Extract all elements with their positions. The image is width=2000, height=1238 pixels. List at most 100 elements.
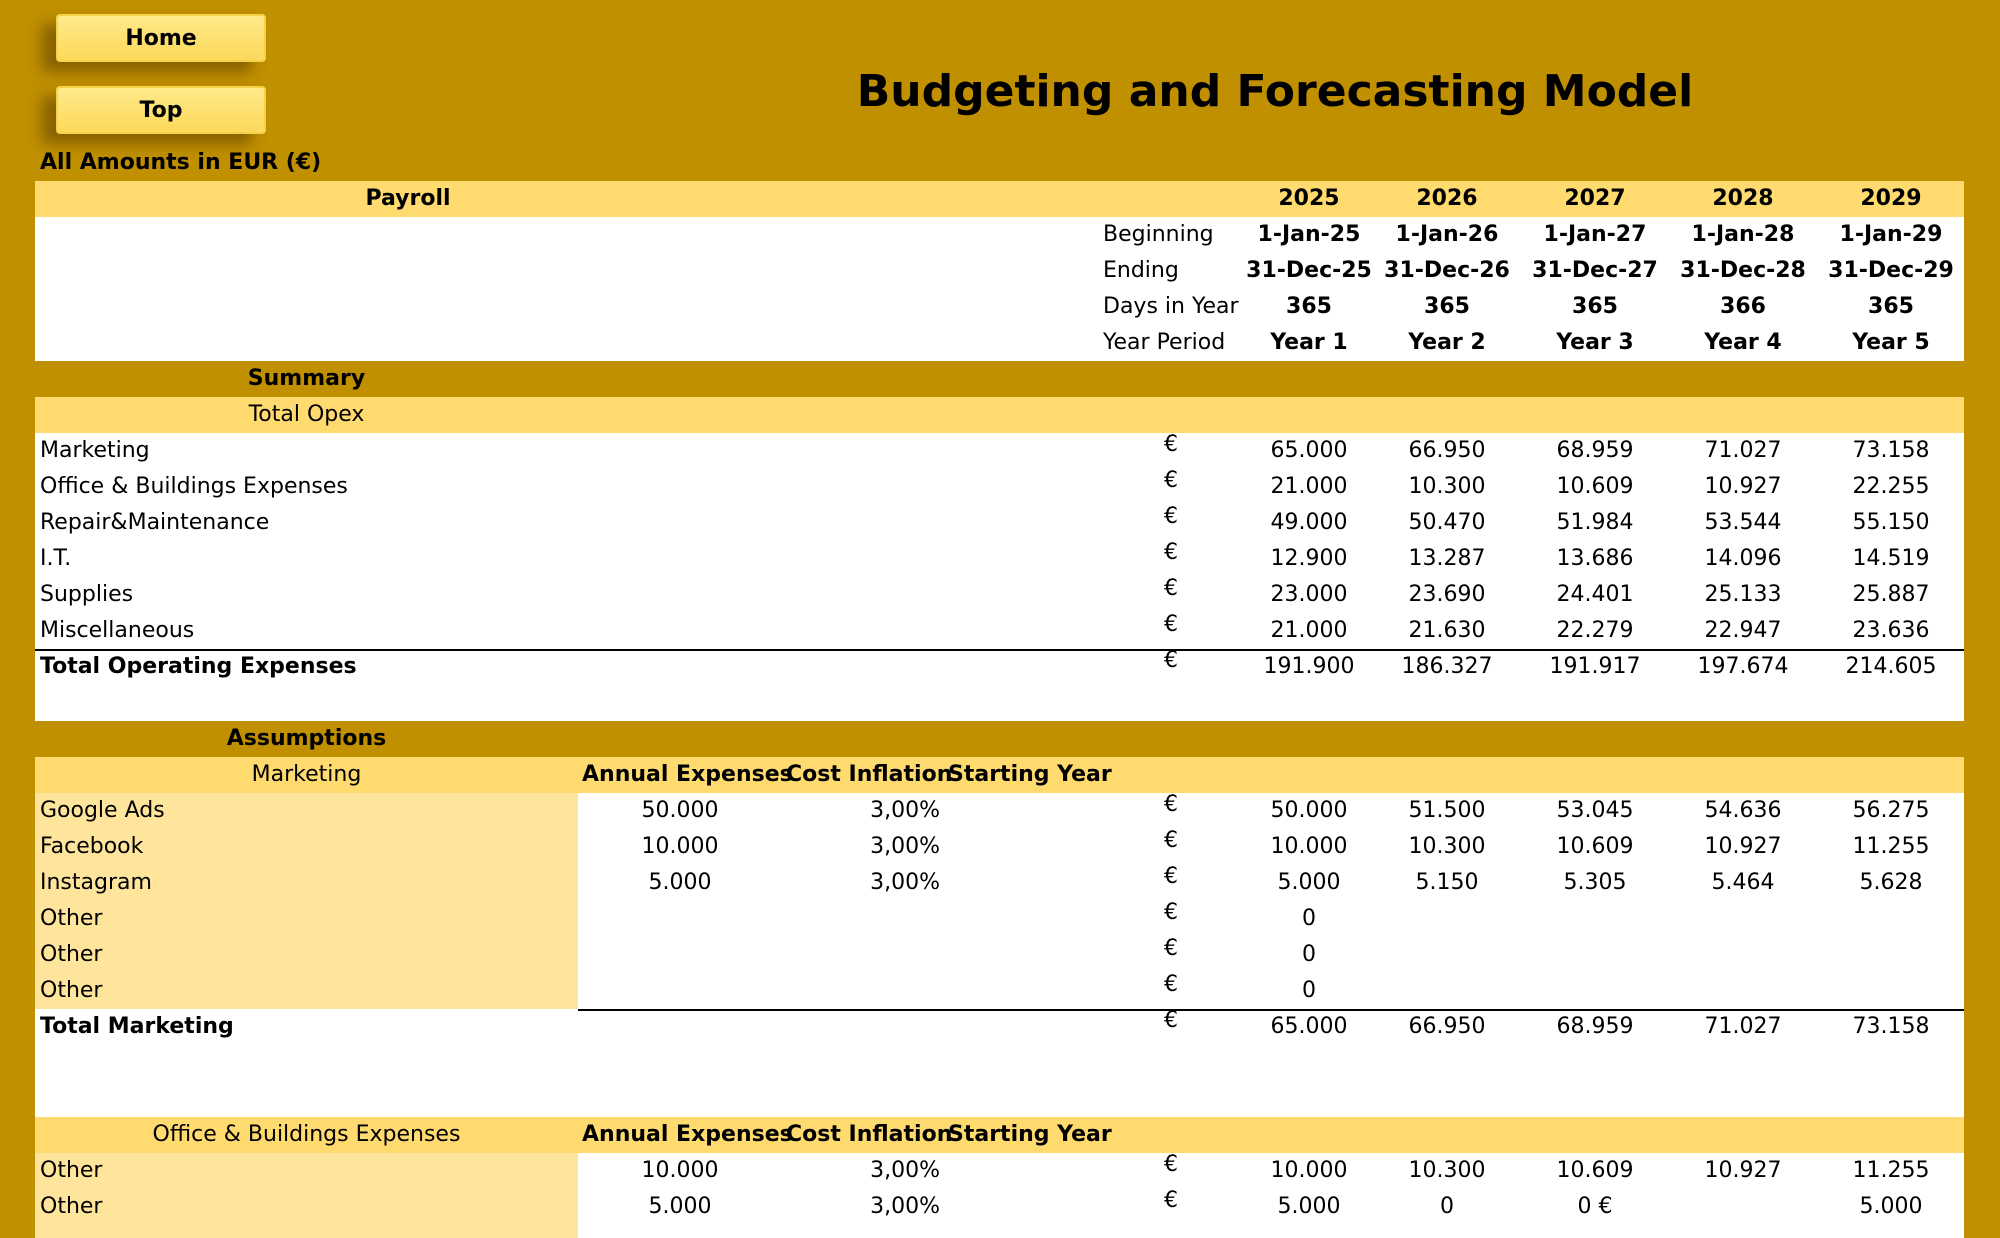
marketing-year-value: 11.255 <box>1852 834 1930 859</box>
year-header: 2025 <box>1278 186 1340 211</box>
period-value: Year 2 <box>1408 330 1486 355</box>
marketing-year-value: 0 <box>1302 942 1316 967</box>
period-value: 31-Dec-25 <box>1246 258 1372 283</box>
starting-year-header: Starting Year <box>948 1122 1112 1147</box>
period-value: 365 <box>1424 294 1470 319</box>
summary-value: 22.279 <box>1556 618 1634 643</box>
inflation-value: 3,00% <box>870 870 940 895</box>
marketing-year-value: 10.609 <box>1556 834 1634 859</box>
cost-inflation-header: Cost Inflation <box>786 762 953 787</box>
marketing-year-value: 51.500 <box>1408 798 1486 823</box>
period-value: Year 3 <box>1556 330 1634 355</box>
marketing-section-title: Marketing <box>251 762 362 787</box>
marketing-year-value: 53.045 <box>1556 798 1634 823</box>
office-year-value: 10.000 <box>1270 1158 1348 1183</box>
marketing-total-value: 73.158 <box>1852 1014 1930 1039</box>
marketing-year-value: 5.150 <box>1415 870 1479 895</box>
currency-symbol: € <box>1164 576 1178 601</box>
period-value: 1-Jan-25 <box>1257 222 1361 247</box>
marketing-year-value: 54.636 <box>1704 798 1782 823</box>
period-value: 31-Dec-29 <box>1828 258 1954 283</box>
marketing-year-value: 56.275 <box>1852 798 1930 823</box>
marketing-label-column <box>35 793 578 1009</box>
summary-header: Summary <box>247 366 366 391</box>
summary-total-divider <box>35 649 1964 651</box>
marketing-year-value: 0 <box>1302 978 1316 1003</box>
marketing-year-value: 5.000 <box>1277 870 1341 895</box>
total-opex-band <box>35 397 1964 433</box>
period-value: 1-Jan-29 <box>1839 222 1943 247</box>
inflation-value: 3,00% <box>870 1158 940 1183</box>
office-year-value: 10.300 <box>1408 1158 1486 1183</box>
period-label: Ending <box>1103 258 1179 283</box>
currency-symbol: € <box>1164 900 1178 925</box>
marketing-total-value: 71.027 <box>1704 1014 1782 1039</box>
starting-year-header: Starting Year <box>948 762 1112 787</box>
marketing-total-value: 65.000 <box>1270 1014 1348 1039</box>
summary-value: 22.947 <box>1704 618 1782 643</box>
summary-body-band <box>35 433 1964 721</box>
currency-symbol: € <box>1164 1008 1178 1033</box>
year-header: 2029 <box>1860 186 1922 211</box>
annual-expense-value: 10.000 <box>641 1158 719 1183</box>
summary-value: 12.900 <box>1270 546 1348 571</box>
summary-value: 51.984 <box>1556 510 1634 535</box>
summary-value: 24.401 <box>1556 582 1634 607</box>
year-header: 2028 <box>1712 186 1774 211</box>
summary-value: 53.544 <box>1704 510 1782 535</box>
summary-value: 68.959 <box>1556 438 1634 463</box>
currency-symbol: € <box>1164 648 1178 673</box>
currency-symbol: € <box>1164 792 1178 817</box>
period-label: Days in Year <box>1103 294 1239 319</box>
home-button[interactable]: Home <box>56 14 266 62</box>
marketing-year-value: 10.300 <box>1408 834 1486 859</box>
summary-value: 49.000 <box>1270 510 1348 535</box>
summary-row-label: Repair&Maintenance <box>40 510 270 535</box>
summary-value: 65.000 <box>1270 438 1348 463</box>
marketing-total-value: 68.959 <box>1556 1014 1634 1039</box>
currency-symbol: € <box>1164 1152 1178 1177</box>
marketing-row-label: Other <box>40 978 103 1003</box>
summary-value: 23.636 <box>1852 618 1930 643</box>
summary-value: 73.158 <box>1852 438 1930 463</box>
period-value: 31-Dec-28 <box>1680 258 1806 283</box>
currency-note: All Amounts in EUR (€) <box>40 150 322 175</box>
summary-value: 10.927 <box>1704 474 1782 499</box>
period-value: Year 5 <box>1852 330 1930 355</box>
office-row-label: Other <box>40 1158 103 1183</box>
office-year-value: 5.000 <box>1277 1194 1341 1219</box>
assumptions-header: Assumptions <box>226 726 387 751</box>
period-value: 1-Jan-26 <box>1395 222 1499 247</box>
top-button[interactable]: Top <box>56 86 266 134</box>
currency-symbol: € <box>1164 972 1178 997</box>
marketing-year-value: 10.000 <box>1270 834 1348 859</box>
inflation-value: 3,00% <box>870 834 940 859</box>
annual-expenses-header: Annual Expenses <box>582 762 793 787</box>
summary-row-label: Supplies <box>40 582 134 607</box>
period-value: 365 <box>1286 294 1332 319</box>
office-year-value: 10.927 <box>1704 1158 1782 1183</box>
summary-value: 14.096 <box>1704 546 1782 571</box>
office-label-column <box>35 1153 578 1238</box>
year-header: 2027 <box>1564 186 1626 211</box>
summary-value: 23.000 <box>1270 582 1348 607</box>
currency-symbol: € <box>1164 540 1178 565</box>
summary-value: 13.287 <box>1408 546 1486 571</box>
marketing-total-label: Total Marketing <box>40 1014 234 1039</box>
summary-value: 21.000 <box>1270 618 1348 643</box>
period-value: Year 1 <box>1270 330 1348 355</box>
summary-value: 22.255 <box>1852 474 1930 499</box>
period-label: Year Period <box>1103 330 1226 355</box>
office-year-value: 0 € <box>1577 1194 1613 1219</box>
office-section-title: Office & Buildings Expenses <box>152 1122 461 1147</box>
marketing-year-value: 0 <box>1302 906 1316 931</box>
payroll-header-band <box>35 181 1964 217</box>
summary-value: 23.690 <box>1408 582 1486 607</box>
marketing-year-value: 10.927 <box>1704 834 1782 859</box>
currency-symbol: € <box>1164 828 1178 853</box>
currency-symbol: € <box>1164 504 1178 529</box>
period-value: 366 <box>1720 294 1766 319</box>
summary-total-value: 197.674 <box>1697 654 1789 679</box>
currency-symbol: € <box>1164 612 1178 637</box>
summary-total-value: 191.900 <box>1263 654 1355 679</box>
